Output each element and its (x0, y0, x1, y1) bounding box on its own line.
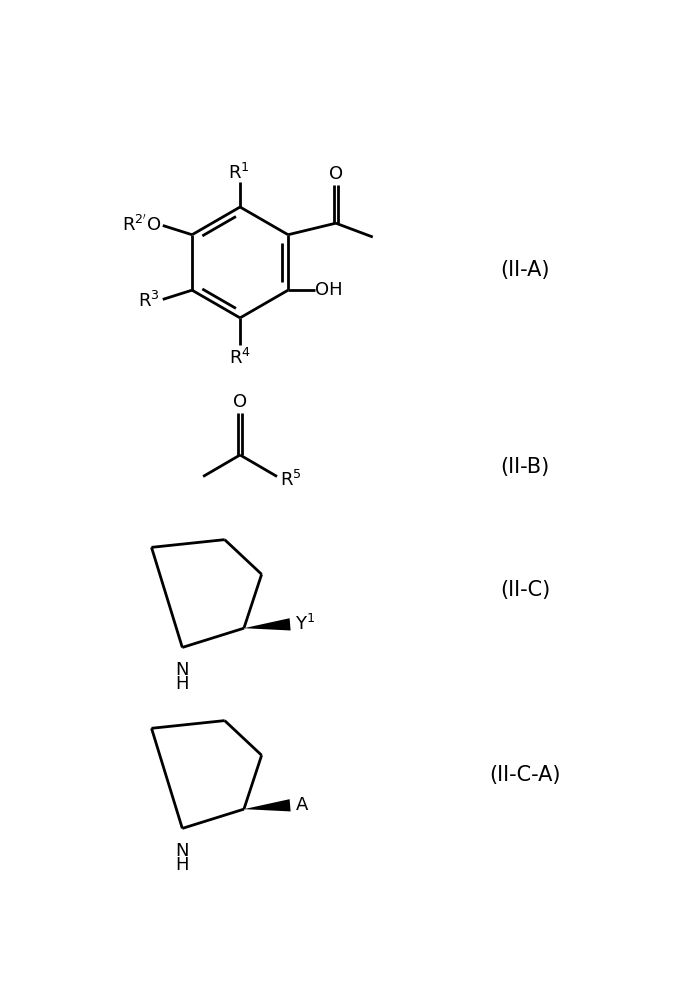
Text: OH: OH (315, 281, 343, 299)
Text: H: H (176, 856, 189, 874)
Text: R$^3$: R$^3$ (138, 291, 160, 311)
Text: R$^{2'}$O: R$^{2'}$O (122, 213, 161, 234)
Polygon shape (244, 799, 291, 811)
Text: N: N (176, 842, 189, 860)
Text: (II-B): (II-B) (500, 456, 549, 477)
Text: O: O (233, 393, 247, 411)
Polygon shape (244, 618, 291, 630)
Text: H: H (176, 675, 189, 693)
Text: N: N (176, 661, 189, 679)
Text: A: A (296, 796, 308, 814)
Text: (II-C-A): (II-C-A) (489, 764, 561, 784)
Text: R$^1$: R$^1$ (227, 163, 249, 183)
Text: R$^5$: R$^5$ (280, 470, 302, 490)
Text: Y$^1$: Y$^1$ (296, 614, 315, 634)
Text: O: O (329, 165, 343, 183)
Text: (II-A): (II-A) (500, 260, 549, 280)
Text: R$^4$: R$^4$ (229, 348, 251, 368)
Text: (II-C): (II-C) (500, 580, 550, 600)
